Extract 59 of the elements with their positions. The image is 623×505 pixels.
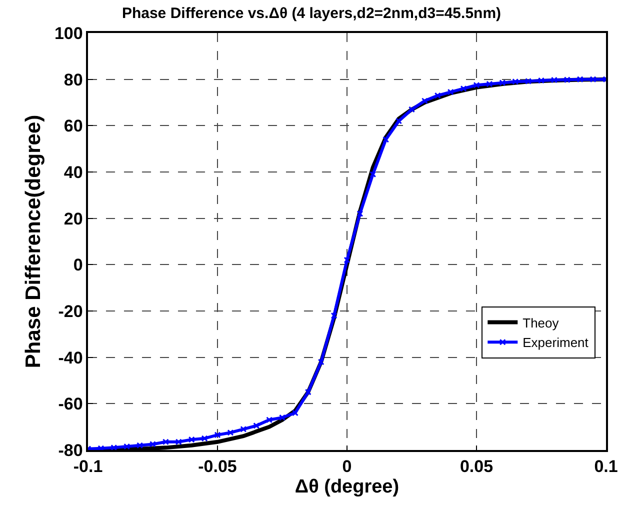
point	[460, 85, 467, 92]
chart-title: Phase Difference vs.Δθ (4 layers,d2=2nm,d3=45.5nm)	[122, 5, 502, 22]
y-tick-label: 0	[73, 256, 83, 275]
point	[408, 106, 415, 113]
legend-label: Theoy	[522, 315, 560, 330]
y-tick-label: 40	[64, 162, 83, 182]
point	[512, 78, 519, 85]
y-tick-label: -20	[58, 302, 83, 321]
point	[214, 432, 221, 438]
y-tick-label: 60	[64, 116, 83, 136]
point	[525, 78, 532, 84]
point	[110, 444, 118, 450]
point	[162, 438, 169, 446]
x-tick-label: -0.05	[198, 457, 237, 476]
point	[292, 410, 298, 416]
y-tick-label: -40	[58, 348, 83, 368]
point	[434, 92, 441, 99]
point	[486, 80, 493, 88]
point	[330, 312, 338, 319]
point	[473, 82, 480, 88]
point	[279, 414, 286, 421]
point	[253, 422, 260, 429]
y-axis-title: Phase Difference(degree)	[22, 114, 46, 368]
point	[370, 171, 376, 178]
point	[421, 98, 428, 104]
x-tick-label: 0	[342, 457, 352, 476]
point	[150, 440, 156, 448]
y-tick-label: -60	[58, 394, 83, 414]
point	[564, 76, 570, 84]
point	[188, 436, 195, 443]
point	[240, 426, 247, 432]
point	[590, 76, 596, 83]
x-tick-label: 0.1	[594, 457, 618, 476]
x-tick-label: -0.1	[73, 457, 103, 476]
point	[382, 136, 390, 143]
point	[576, 76, 584, 83]
point	[447, 88, 454, 96]
legend-label: Experiment	[522, 335, 589, 350]
point	[499, 80, 506, 86]
point	[136, 442, 144, 449]
y-tick-label: 80	[64, 70, 83, 90]
y-tick-label: 20	[64, 209, 83, 228]
point	[538, 77, 544, 84]
point	[266, 416, 273, 424]
x-tick-label: 0.05	[460, 457, 494, 476]
point	[356, 210, 364, 217]
point	[304, 388, 312, 396]
point	[98, 445, 104, 450]
point	[396, 118, 402, 124]
point	[227, 429, 234, 436]
point	[344, 256, 350, 264]
point	[201, 435, 208, 442]
point	[318, 358, 324, 366]
y-tick-label: -80	[58, 440, 83, 460]
point	[550, 76, 558, 84]
y-tick-label: 100	[54, 24, 83, 43]
point	[124, 443, 130, 450]
x-axis-title: Δθ (degree)	[294, 476, 400, 498]
point	[175, 438, 182, 446]
